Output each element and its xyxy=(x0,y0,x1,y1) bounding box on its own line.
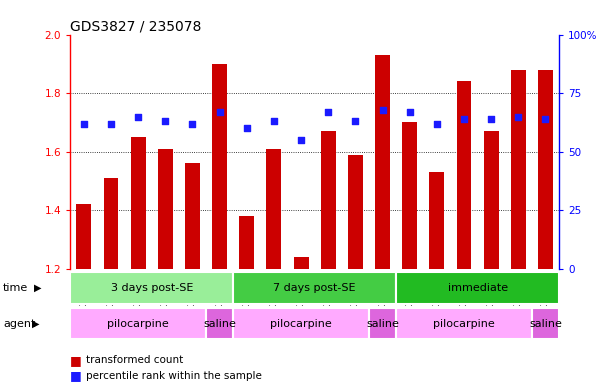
Text: time: time xyxy=(3,283,28,293)
Point xyxy=(161,118,170,124)
Point xyxy=(188,121,197,127)
Bar xyxy=(375,55,390,269)
Point xyxy=(133,114,143,120)
Bar xyxy=(532,308,559,339)
Text: saline: saline xyxy=(529,319,562,329)
Bar xyxy=(212,64,227,269)
Bar xyxy=(185,164,200,269)
Bar xyxy=(131,137,145,269)
Text: transformed count: transformed count xyxy=(86,355,183,365)
Text: pilocarpine: pilocarpine xyxy=(433,319,495,329)
Bar xyxy=(369,308,396,339)
Bar xyxy=(233,308,369,339)
Point xyxy=(541,116,551,122)
Bar xyxy=(484,131,499,269)
Text: ▶: ▶ xyxy=(34,283,41,293)
Bar xyxy=(266,149,282,269)
Bar xyxy=(294,257,309,269)
Text: immediate: immediate xyxy=(447,283,508,293)
Bar xyxy=(70,273,233,303)
Bar xyxy=(396,308,532,339)
Bar xyxy=(70,308,206,339)
Bar xyxy=(158,149,173,269)
Point xyxy=(432,121,442,127)
Text: 3 days post-SE: 3 days post-SE xyxy=(111,283,193,293)
Text: ■: ■ xyxy=(70,369,82,382)
Text: pilocarpine: pilocarpine xyxy=(270,319,332,329)
Bar xyxy=(430,172,444,269)
Text: percentile rank within the sample: percentile rank within the sample xyxy=(86,371,262,381)
Bar xyxy=(538,70,553,269)
Point xyxy=(323,109,333,115)
Bar xyxy=(456,81,472,269)
Bar xyxy=(206,308,233,339)
Point xyxy=(351,118,360,124)
Text: GDS3827 / 235078: GDS3827 / 235078 xyxy=(70,19,202,33)
Text: agent: agent xyxy=(3,319,35,329)
Bar xyxy=(76,204,91,269)
Point xyxy=(296,137,306,143)
Point xyxy=(214,109,224,115)
Text: 7 days post-SE: 7 days post-SE xyxy=(273,283,356,293)
Text: saline: saline xyxy=(203,319,236,329)
Point xyxy=(269,118,279,124)
Bar xyxy=(233,273,396,303)
Point xyxy=(513,114,523,120)
Point xyxy=(459,116,469,122)
Point xyxy=(405,109,415,115)
Point xyxy=(242,125,252,131)
Bar xyxy=(103,178,119,269)
Point xyxy=(106,121,116,127)
Text: ▶: ▶ xyxy=(32,319,40,329)
Text: ■: ■ xyxy=(70,354,82,367)
Bar xyxy=(348,155,363,269)
Bar xyxy=(402,122,417,269)
Text: pilocarpine: pilocarpine xyxy=(108,319,169,329)
Bar xyxy=(396,273,559,303)
Text: saline: saline xyxy=(366,319,399,329)
Bar xyxy=(321,131,335,269)
Point xyxy=(486,116,496,122)
Point xyxy=(79,121,89,127)
Bar xyxy=(240,216,254,269)
Point xyxy=(378,106,387,113)
Bar xyxy=(511,70,526,269)
